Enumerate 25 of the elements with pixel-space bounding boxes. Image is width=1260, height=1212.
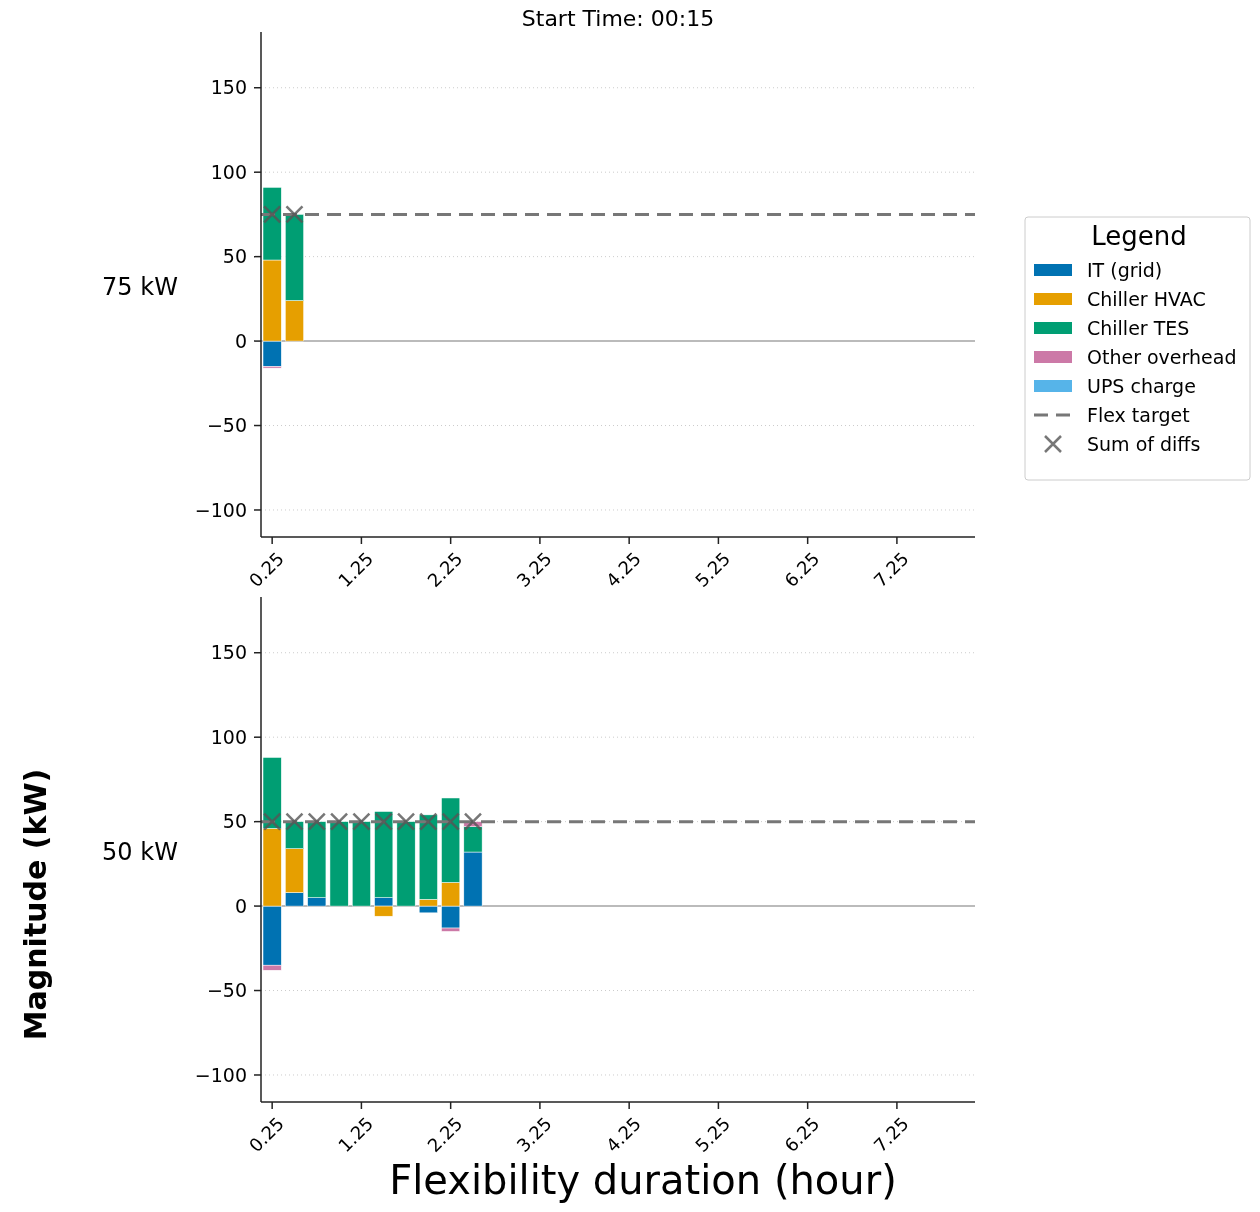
legend-label: Flex target (1087, 403, 1190, 426)
y-tick-label: 150 (210, 641, 247, 664)
x-axis-title: Flexibility duration (hour) (389, 1157, 897, 1203)
y-tick-label: −50 (206, 414, 247, 437)
y-tick-label: −100 (194, 1063, 247, 1086)
y-tick-label: 150 (210, 76, 247, 99)
legend-label: IT (grid) (1087, 258, 1163, 281)
legend-label: Sum of diffs (1087, 432, 1201, 455)
y-tick-label: 50 (222, 810, 247, 833)
legend-title: Legend (1091, 221, 1187, 251)
legend-label: Other overhead (1087, 345, 1237, 368)
chart-title: Start Time: 00:15 (521, 6, 715, 31)
text: 50 kW (102, 837, 178, 866)
legend-label: Chiller TES (1087, 316, 1190, 339)
y-tick-label: 0 (234, 894, 247, 917)
y-tick-label: 50 (222, 245, 247, 268)
y-tick-label: 100 (210, 160, 247, 183)
y-tick-label: 0 (234, 329, 247, 352)
y-axis-title: Magnitude (kW) (18, 768, 53, 1041)
legend-label: UPS charge (1087, 374, 1196, 397)
y-tick-label: −50 (206, 979, 247, 1002)
text: 75 kW (102, 272, 178, 301)
legend-label: Chiller HVAC (1087, 287, 1206, 310)
y-tick-label: −100 (194, 498, 247, 521)
y-tick-label: 100 (210, 725, 247, 748)
